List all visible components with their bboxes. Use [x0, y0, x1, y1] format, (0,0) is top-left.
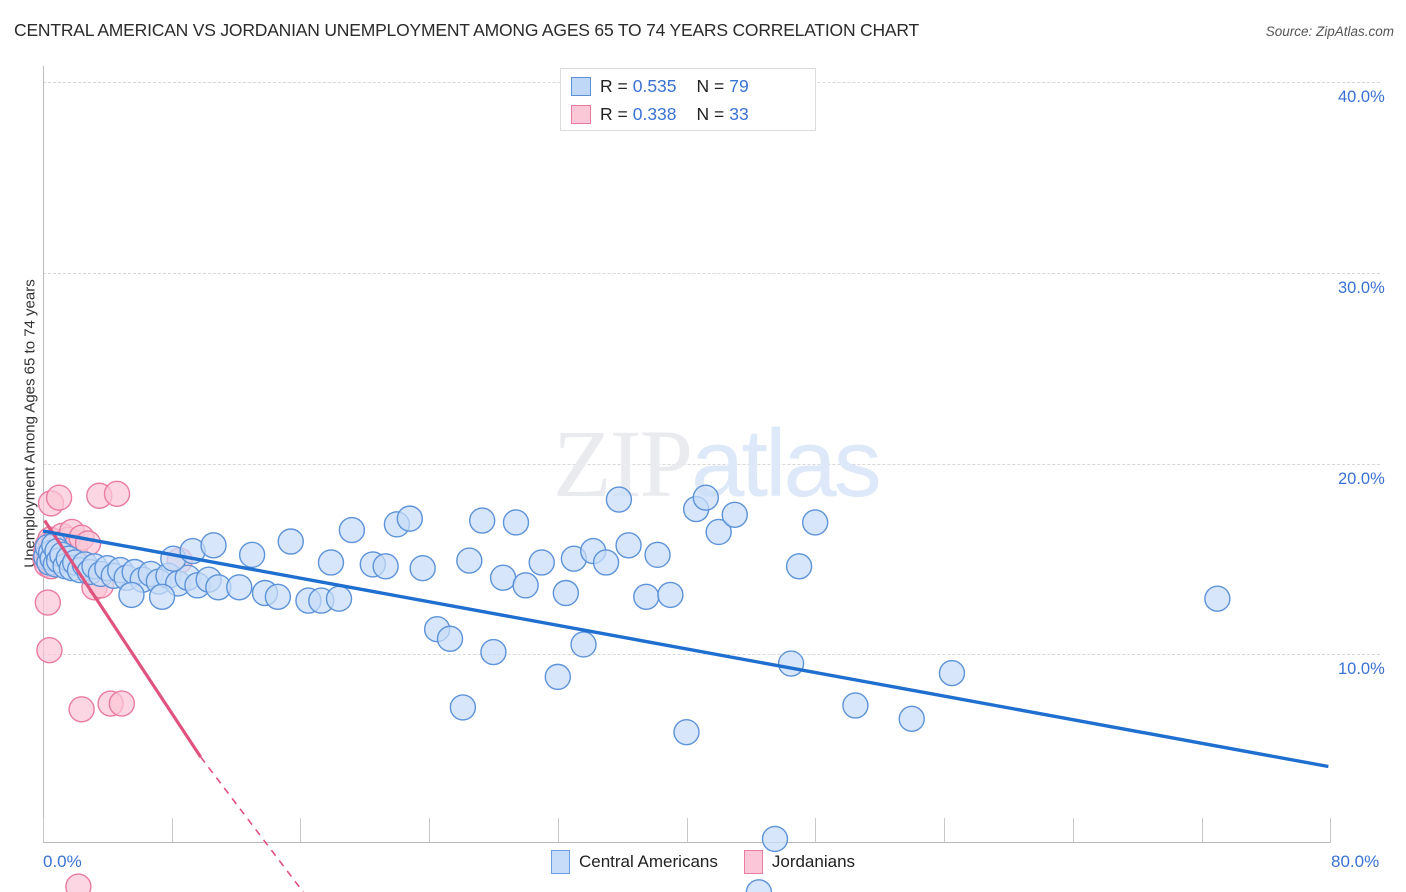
n-value-pink: 33	[729, 103, 749, 124]
y-axis-line	[43, 66, 44, 842]
scatter-point[interactable]	[502, 509, 530, 536]
series-legend-item-central-americans[interactable]: Central Americans	[550, 850, 718, 874]
x-tick-2	[300, 818, 301, 842]
scatter-point[interactable]	[449, 694, 477, 721]
trendlines-group	[42, 519, 1329, 892]
x-tick-10	[1330, 818, 1331, 842]
scatter-point[interactable]	[148, 583, 176, 610]
x-tick-1	[172, 818, 173, 842]
scatter-point[interactable]	[633, 583, 660, 610]
x-tick-label-max: 80.0%	[1331, 852, 1380, 871]
scatter-point[interactable]	[721, 501, 748, 529]
x-tick-9	[1202, 818, 1203, 842]
scatter-point[interactable]	[456, 547, 483, 574]
series-legend: Central Americans Jordanians	[0, 850, 1406, 874]
scatter-point[interactable]	[36, 636, 63, 664]
legend-swatch-blue	[571, 76, 591, 96]
central-americans-points-group	[33, 484, 1231, 892]
scatter-point[interactable]	[372, 553, 399, 580]
stats-legend-row-central-americans: R = 0.535 N = 79	[571, 73, 749, 99]
r-label-blue: R =	[600, 75, 628, 96]
scatter-point[interactable]	[226, 574, 253, 601]
scatter-point[interactable]	[108, 690, 136, 717]
series-swatch-jordanians	[743, 850, 763, 874]
scatter-point[interactable]	[277, 528, 304, 555]
scatter-point[interactable]	[898, 705, 925, 733]
scatter-point[interactable]	[512, 572, 539, 599]
scatter-point[interactable]	[409, 555, 436, 582]
scatter-point[interactable]	[118, 581, 145, 609]
scatter-point[interactable]	[705, 518, 732, 546]
scatter-point[interactable]	[673, 718, 700, 746]
scatter-point[interactable]	[68, 696, 95, 723]
scatter-point[interactable]	[785, 553, 813, 580]
r-label-pink: R =	[600, 103, 628, 124]
x-tick-label-min: 0.0%	[43, 852, 82, 871]
gridline-30	[43, 273, 1380, 274]
scatter-point[interactable]	[317, 549, 345, 576]
scatter-point[interactable]	[777, 650, 805, 677]
series-legend-item-jordanians[interactable]: Jordanians	[743, 850, 856, 874]
scatter-point[interactable]	[396, 505, 423, 532]
x-tick-7	[944, 818, 945, 842]
gridline-20	[43, 464, 1380, 465]
scatter-point[interactable]	[802, 509, 829, 536]
scatter-point[interactable]	[200, 532, 227, 559]
series-legend-label-central-americans: Central Americans	[578, 852, 718, 871]
scatter-point[interactable]	[480, 638, 507, 666]
y-tick-label-20: 20.0%	[1338, 470, 1385, 488]
scatter-point[interactable]	[436, 625, 464, 652]
stats-legend: R = 0.535 N = 79 R = 0.338 N = 33	[560, 68, 816, 131]
scatter-point[interactable]	[761, 825, 789, 853]
scatter-point[interactable]	[489, 564, 517, 591]
n-value-blue: 79	[729, 75, 749, 96]
scatter-point[interactable]	[657, 581, 684, 609]
scatter-point[interactable]	[528, 549, 555, 576]
scatter-point[interactable]	[570, 631, 597, 658]
scatter-point[interactable]	[264, 583, 292, 610]
stats-legend-row-jordanians: R = 0.338 N = 33	[571, 101, 749, 127]
legend-swatch-pink	[571, 104, 591, 124]
r-value-blue: 0.535	[632, 75, 677, 96]
x-tick-4	[558, 818, 559, 842]
x-tick-6	[815, 818, 816, 842]
scatter-point[interactable]	[644, 541, 671, 569]
scatter-point[interactable]	[592, 549, 620, 576]
x-tick-3	[429, 818, 430, 842]
x-tick-8	[1073, 818, 1074, 842]
scatter-point[interactable]	[65, 873, 92, 892]
page-title: CENTRAL AMERICAN VS JORDANIAN UNEMPLOYME…	[14, 20, 920, 40]
x-tick-0	[43, 818, 44, 842]
scatter-point[interactable]	[552, 579, 580, 607]
scatter-point[interactable]	[338, 516, 366, 544]
series-swatch-central-americans	[550, 850, 570, 874]
source-attribution: Source: ZipAtlas.com	[1265, 24, 1394, 39]
y-tick-label-30: 30.0%	[1338, 279, 1385, 297]
scatter-point[interactable]	[45, 484, 73, 511]
scatter-point[interactable]	[238, 541, 266, 569]
x-axis-line	[43, 842, 1331, 843]
scatter-point[interactable]	[615, 532, 642, 559]
scatter-point[interactable]	[468, 507, 496, 534]
y-tick-label-40: 40.0%	[1338, 88, 1385, 106]
scatter-point[interactable]	[745, 879, 773, 892]
central-americans-trendline	[42, 529, 1329, 769]
scatter-point[interactable]	[34, 589, 62, 616]
r-value-pink: 0.338	[632, 103, 677, 124]
scatter-point[interactable]	[938, 659, 966, 687]
x-tick-5	[687, 818, 688, 842]
series-legend-label-jordanians: Jordanians	[771, 852, 856, 871]
scatter-point[interactable]	[605, 486, 633, 513]
scatter-point[interactable]	[692, 484, 720, 511]
scatter-point[interactable]	[544, 663, 571, 691]
y-tick-label-10: 10.0%	[1338, 660, 1385, 678]
scatter-point[interactable]	[842, 692, 869, 719]
n-label-pink: N =	[696, 103, 725, 124]
jordanians-trendline	[43, 519, 202, 758]
scatter-point[interactable]	[103, 480, 131, 508]
n-label-blue: N =	[696, 75, 725, 96]
scatter-point[interactable]	[325, 585, 353, 612]
scatter-point[interactable]	[1204, 585, 1231, 612]
